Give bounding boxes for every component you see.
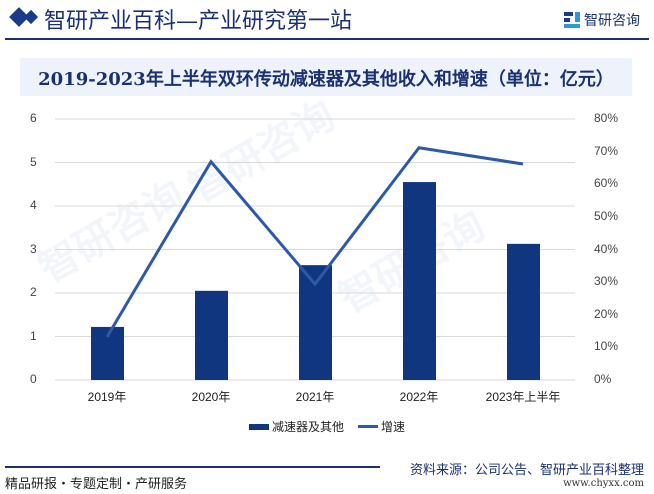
- legend-line-label: 增速: [381, 420, 406, 434]
- x-tick-label: 2022年: [399, 390, 439, 404]
- left-tick-label: 6: [30, 111, 37, 125]
- site-title: 智研产业百科—产业研究第一站: [44, 9, 353, 34]
- brand-logo-icon: [564, 12, 580, 28]
- legend-item-line[interactable]: 增速: [358, 418, 405, 435]
- right-tick-label: 80%: [594, 111, 619, 125]
- chart-plot: [55, 118, 575, 381]
- left-tick-label: 5: [30, 154, 37, 169]
- brand: 智研咨询: [564, 10, 640, 30]
- brand-name: 智研咨询: [584, 13, 640, 29]
- x-tick-label: 2019年: [87, 390, 127, 404]
- right-tick-label: 50%: [594, 208, 619, 223]
- right-tick-label: 40%: [594, 241, 619, 256]
- chart-title: 2019-2023年上半年双环传动减速器及其他收入和增速（单位：亿元）: [38, 69, 614, 90]
- website-url[interactable]: www.chyxx.com: [563, 478, 644, 489]
- chart-title-box: 2019-2023年上半年双环传动减速器及其他收入和增速（单位：亿元）: [20, 58, 632, 96]
- data-source: 资料来源：公司公告、智研产业百科整理: [409, 463, 644, 478]
- bar: [195, 290, 228, 380]
- footer-tagline: 精品研报・专题定制・产研服务: [5, 477, 188, 492]
- bar-series: [91, 182, 540, 380]
- left-tick-label: 3: [30, 241, 37, 256]
- right-tick-label: 20%: [594, 306, 619, 321]
- right-tick-label: 10%: [594, 339, 619, 354]
- right-tick-label: 70%: [594, 143, 619, 158]
- bar: [403, 182, 436, 380]
- legend: 减速器及其他 增速: [0, 418, 654, 435]
- legend-bar-label: 减速器及其他: [271, 420, 344, 434]
- left-tick-label: 1: [30, 328, 37, 343]
- page-header: 智研产业百科—产业研究第一站 智研咨询: [0, 0, 654, 38]
- growth-line: [105, 146, 524, 338]
- right-tick-label: 30%: [594, 274, 619, 289]
- line-swatch-icon: [358, 425, 378, 428]
- left-tick-label: 0: [30, 372, 37, 386]
- header-divider: [5, 38, 649, 40]
- x-tick-label: 2023年上半年: [485, 390, 561, 404]
- bar: [507, 243, 540, 380]
- left-tick-label: 4: [30, 198, 37, 212]
- x-tick-label: 2020年: [191, 390, 231, 404]
- right-tick-label: 0%: [594, 372, 612, 386]
- legend-item-bar[interactable]: 减速器及其他: [248, 418, 344, 435]
- footer-divider: [5, 466, 380, 468]
- left-tick-label: 2: [30, 285, 37, 299]
- bar-swatch-icon: [248, 423, 269, 430]
- x-tick-label: 2021年: [295, 390, 335, 404]
- right-tick-label: 60%: [594, 176, 619, 191]
